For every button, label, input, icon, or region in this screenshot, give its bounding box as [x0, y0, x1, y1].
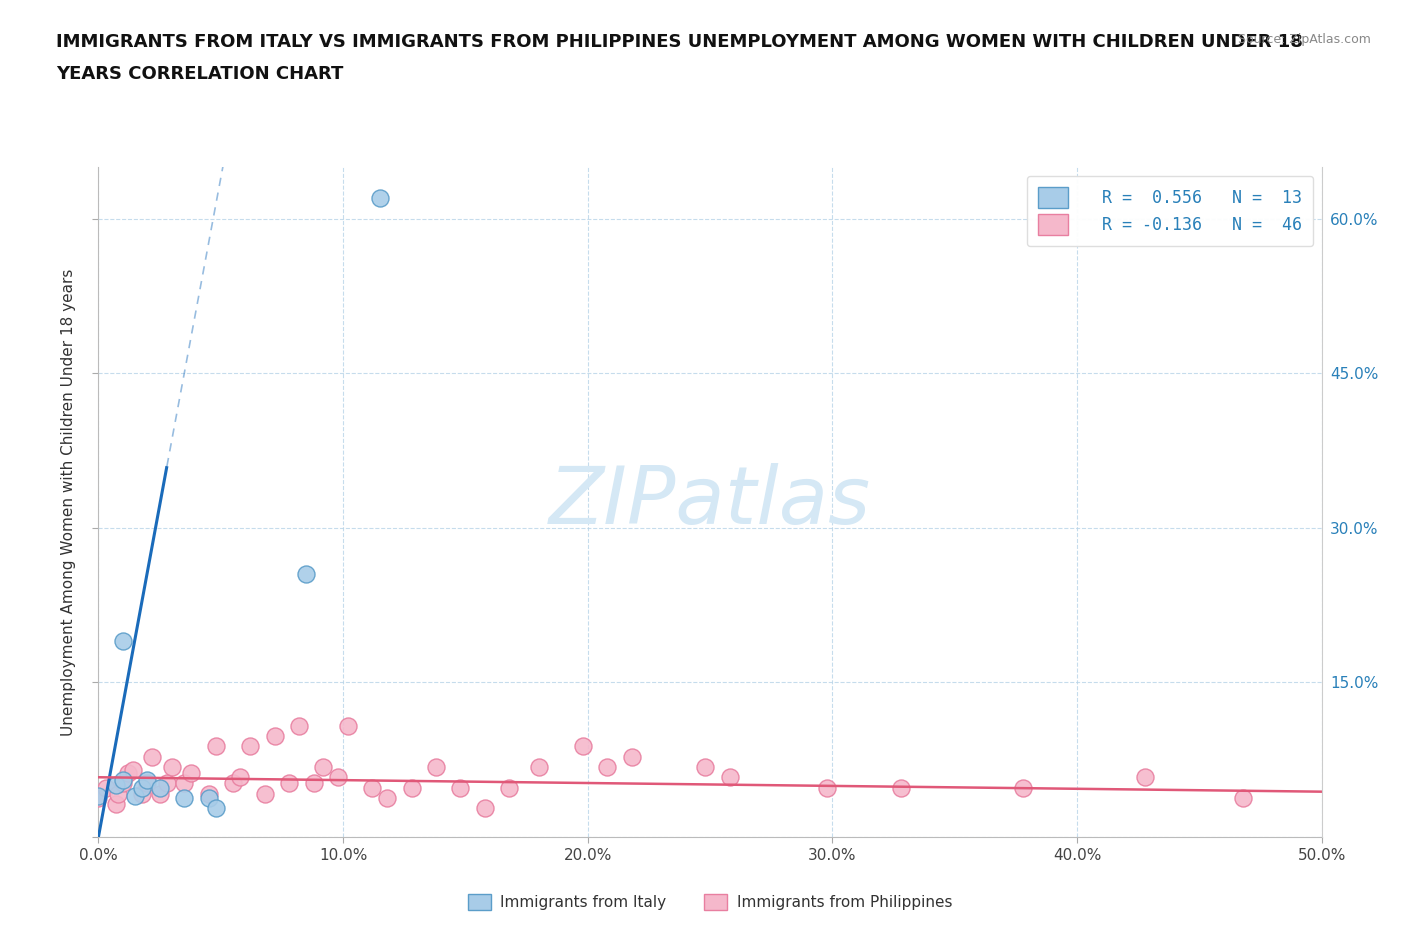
Point	[87, 790, 110, 805]
Point	[695, 760, 717, 775]
Point	[336, 718, 359, 733]
Point	[263, 728, 285, 743]
Y-axis label: Unemployment Among Women with Children Under 18 years: Unemployment Among Women with Children U…	[62, 269, 76, 736]
Point	[572, 739, 595, 754]
Point	[620, 750, 643, 764]
Point	[425, 760, 447, 775]
Point	[131, 780, 153, 795]
Point	[817, 780, 839, 795]
Point	[295, 567, 318, 582]
Text: Source: ZipAtlas.com: Source: ZipAtlas.com	[1237, 33, 1371, 46]
Point	[239, 739, 262, 754]
Point	[111, 773, 134, 788]
Point	[302, 776, 325, 790]
Point	[156, 776, 179, 790]
Point	[104, 778, 127, 793]
Point	[222, 776, 245, 790]
Point	[205, 739, 228, 754]
Point	[149, 780, 172, 795]
Point	[121, 763, 143, 777]
Point	[229, 770, 252, 785]
Point	[474, 801, 496, 816]
Point	[253, 786, 276, 801]
Text: ZIPatlas: ZIPatlas	[548, 463, 872, 541]
Point	[131, 786, 153, 801]
Point	[498, 780, 520, 795]
Point	[375, 790, 398, 805]
Point	[312, 760, 335, 775]
Point	[197, 786, 219, 801]
Text: YEARS CORRELATION CHART: YEARS CORRELATION CHART	[56, 65, 343, 83]
Point	[180, 765, 202, 780]
Point	[1135, 770, 1157, 785]
Point	[278, 776, 301, 790]
Point	[205, 801, 228, 816]
Point	[136, 776, 159, 790]
Point	[328, 770, 350, 785]
Point	[117, 765, 139, 780]
Point	[890, 780, 912, 795]
Point	[107, 786, 129, 801]
Point	[288, 718, 311, 733]
Point	[104, 797, 127, 812]
Point	[368, 191, 391, 206]
Point	[173, 790, 195, 805]
Point	[87, 789, 110, 804]
Point	[173, 776, 195, 790]
Point	[596, 760, 619, 775]
Point	[401, 780, 423, 795]
Point	[124, 789, 146, 804]
Point	[1012, 780, 1035, 795]
Point	[450, 780, 472, 795]
Text: IMMIGRANTS FROM ITALY VS IMMIGRANTS FROM PHILIPPINES UNEMPLOYMENT AMONG WOMEN WI: IMMIGRANTS FROM ITALY VS IMMIGRANTS FROM…	[56, 33, 1303, 50]
Point	[111, 634, 134, 649]
Point	[718, 770, 741, 785]
Point	[141, 750, 163, 764]
Point	[160, 760, 183, 775]
Legend: Immigrants from Italy, Immigrants from Philippines: Immigrants from Italy, Immigrants from P…	[463, 888, 957, 916]
Point	[94, 780, 117, 795]
Point	[149, 786, 172, 801]
Point	[527, 760, 550, 775]
Point	[136, 773, 159, 788]
Point	[361, 780, 384, 795]
Point	[1232, 790, 1254, 805]
Point	[111, 776, 134, 790]
Point	[197, 790, 219, 805]
